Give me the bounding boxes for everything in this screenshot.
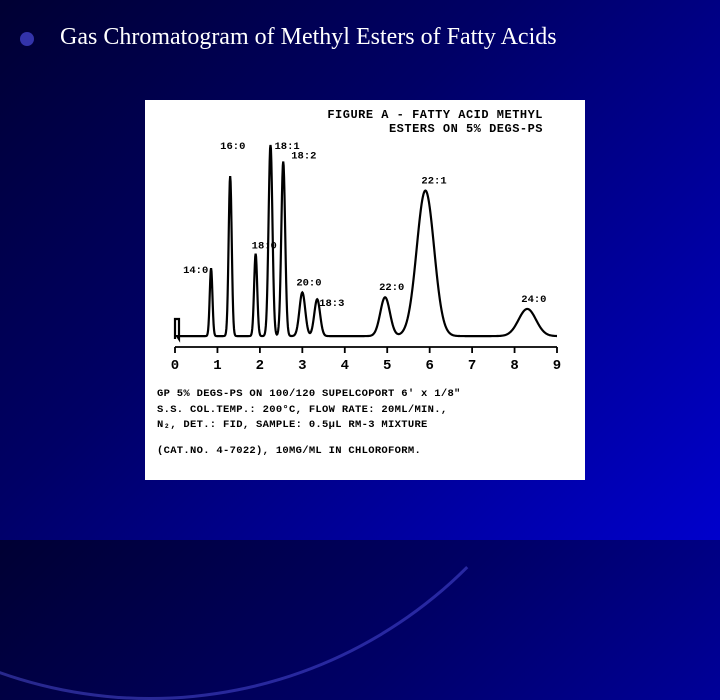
chromatogram-svg: 012345678914:016:018:018:118:220:018:322… (157, 139, 567, 379)
peak-label: 16:0 (220, 141, 245, 153)
peak-label: 18:0 (252, 240, 277, 252)
x-tick-label: 5 (383, 358, 391, 374)
peak-label: 24:0 (521, 294, 546, 306)
figure-container: FIGURE A - FATTY ACID METHYL ESTERS ON 5… (145, 100, 585, 480)
slide-title: Gas Chromatogram of Methyl Esters of Fat… (60, 24, 680, 51)
x-tick-label: 6 (425, 358, 433, 374)
peak-label: 22:0 (379, 282, 404, 294)
caption-line2: S.S. COL.TEMP.: 200°C, FLOW RATE: 20ML/M… (157, 403, 573, 419)
caption-line4: (CAT.NO. 4-7022), 10MG/ML IN CHLOROFORM. (157, 444, 573, 460)
figure-caption: GP 5% DEGS-PS ON 100/120 SUPELCOPORT 6' … (157, 387, 573, 460)
x-tick-label: 7 (468, 358, 476, 374)
bullet-dot (20, 32, 34, 46)
figure-title-line1: FIGURE A - FATTY ACID METHYL (327, 108, 543, 122)
peak-label: 18:3 (319, 298, 344, 310)
x-tick-label: 4 (341, 358, 349, 374)
figure-title-line2: ESTERS ON 5% DEGS-PS (389, 122, 543, 136)
x-tick-label: 3 (298, 358, 306, 374)
peak-label: 20:0 (296, 277, 321, 289)
x-tick-label: 1 (213, 358, 221, 374)
chromatogram-trace (175, 145, 557, 339)
caption-line1: GP 5% DEGS-PS ON 100/120 SUPELCOPORT 6' … (157, 387, 573, 403)
peak-label: 22:1 (421, 175, 446, 187)
chromatogram-chart: 012345678914:016:018:018:118:220:018:322… (157, 139, 567, 379)
x-tick-label: 0 (171, 358, 179, 374)
x-tick-label: 8 (510, 358, 518, 374)
peak-label: 14:0 (183, 265, 208, 277)
x-tick-label: 2 (256, 358, 264, 374)
caption-line3: N₂, DET.: FID, SAMPLE: 0.5µL RM-3 MIXTUR… (157, 418, 573, 434)
x-tick-label: 9 (553, 358, 561, 374)
figure-title: FIGURE A - FATTY ACID METHYL ESTERS ON 5… (157, 108, 573, 137)
peak-label: 18:2 (291, 150, 316, 162)
